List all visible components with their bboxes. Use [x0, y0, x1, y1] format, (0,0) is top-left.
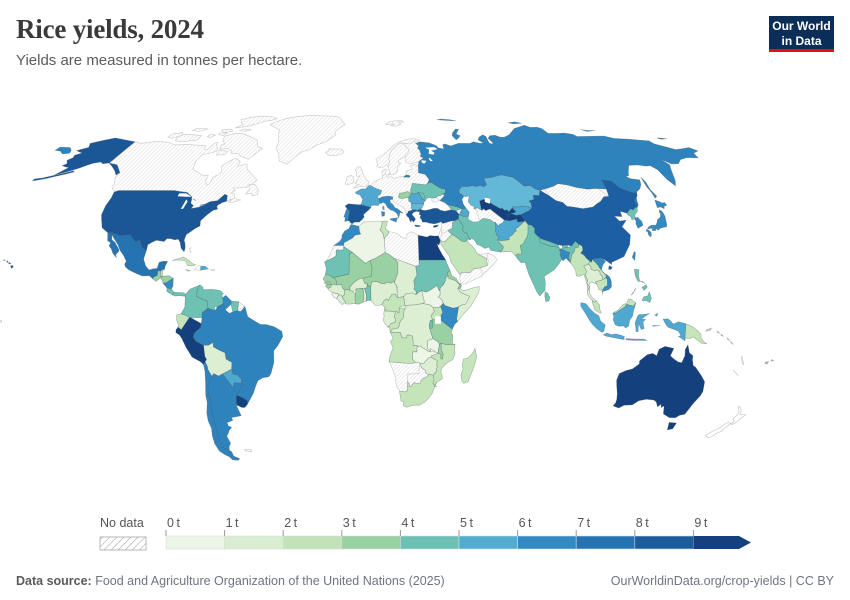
svg-text:2 t: 2 t: [284, 516, 297, 530]
svg-text:4 t: 4 t: [401, 516, 414, 530]
svg-text:9 t: 9 t: [694, 516, 707, 530]
svg-text:No data: No data: [100, 516, 144, 530]
svg-text:5 t: 5 t: [460, 516, 473, 530]
svg-text:0 t: 0 t: [167, 516, 180, 530]
svg-text:3 t: 3 t: [343, 516, 356, 530]
svg-text:1 t: 1 t: [226, 516, 239, 530]
svg-text:8 t: 8 t: [636, 516, 649, 530]
svg-text:6 t: 6 t: [519, 516, 532, 530]
svg-text:7 t: 7 t: [577, 516, 590, 530]
